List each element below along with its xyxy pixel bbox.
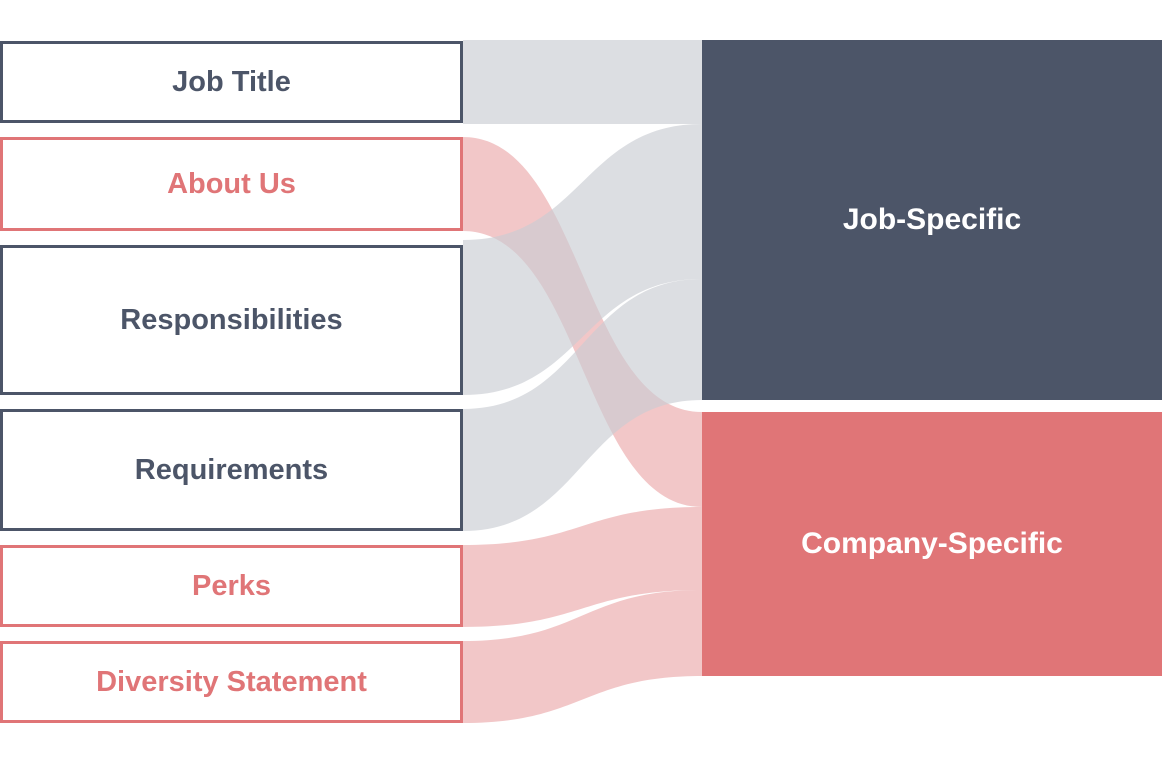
link-diversity-statement — [463, 590, 702, 723]
target-node-company-specific: Company-Specific — [702, 412, 1162, 676]
source-node-about-us: About Us — [0, 137, 463, 231]
link-requirements — [463, 279, 702, 531]
link-perks — [463, 507, 702, 627]
target-node-job-specific: Job-Specific — [702, 40, 1162, 400]
source-node-responsibilities: Responsibilities — [0, 245, 463, 395]
source-node-diversity-statement: Diversity Statement — [0, 641, 463, 723]
link-job-title — [463, 40, 702, 124]
source-node-job-title: Job Title — [0, 41, 463, 123]
source-node-perks: Perks — [0, 545, 463, 627]
link-responsibilities — [463, 124, 702, 395]
source-node-requirements: Requirements — [0, 409, 463, 531]
